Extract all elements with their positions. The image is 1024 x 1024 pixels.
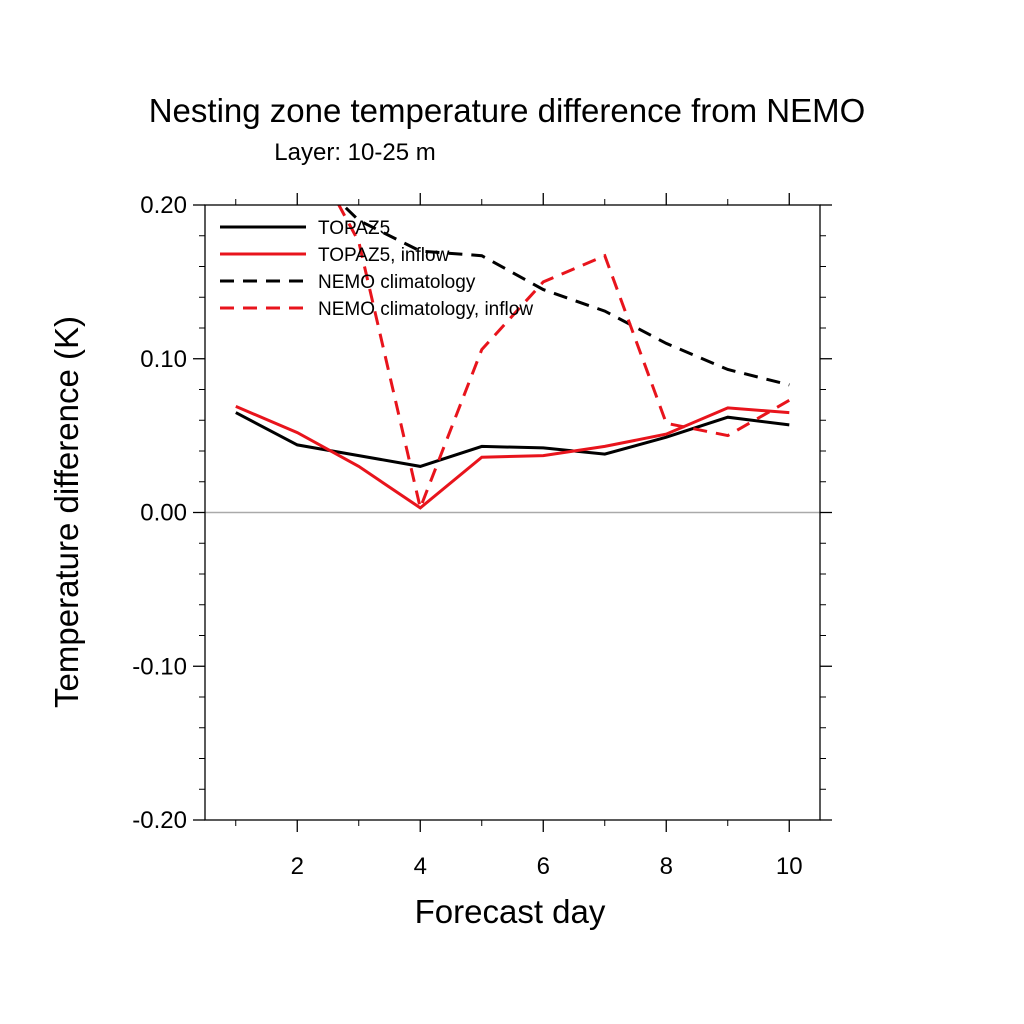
series-line-2 <box>235 405 790 510</box>
y-tick-label: 0.00 <box>140 500 187 527</box>
x-tick-label: 2 <box>291 853 304 880</box>
chart-subtitle: Layer: 10-25 m <box>274 139 435 166</box>
legend-label-1: TOPAZ5 <box>318 218 390 239</box>
legend-label-2: TOPAZ5, inflow <box>318 245 450 266</box>
legend-label-4: NEMO climatology, inflow <box>318 299 533 320</box>
y-tick-label: 0.20 <box>140 192 187 219</box>
y-tick-label: 0.10 <box>140 346 187 373</box>
y-tick-label: -0.10 <box>132 653 187 680</box>
series-line-4 <box>337 205 791 513</box>
x-tick-label: 10 <box>776 853 803 880</box>
legend-label-3: NEMO climatology <box>318 272 476 293</box>
series-line-1 <box>235 411 790 468</box>
y-tick-label: -0.20 <box>132 807 187 834</box>
chart-title: Nesting zone temperature difference from… <box>149 92 866 129</box>
y-axis-label: Temperature difference (K) <box>48 316 85 708</box>
x-tick-label: 4 <box>414 853 427 880</box>
x-tick-label: 8 <box>660 853 673 880</box>
legend: TOPAZ5 TOPAZ5, inflow NEMO climatology NEMO… <box>220 218 533 320</box>
x-tick-label: 6 <box>537 853 550 880</box>
x-axis-label: Forecast day <box>415 893 606 930</box>
